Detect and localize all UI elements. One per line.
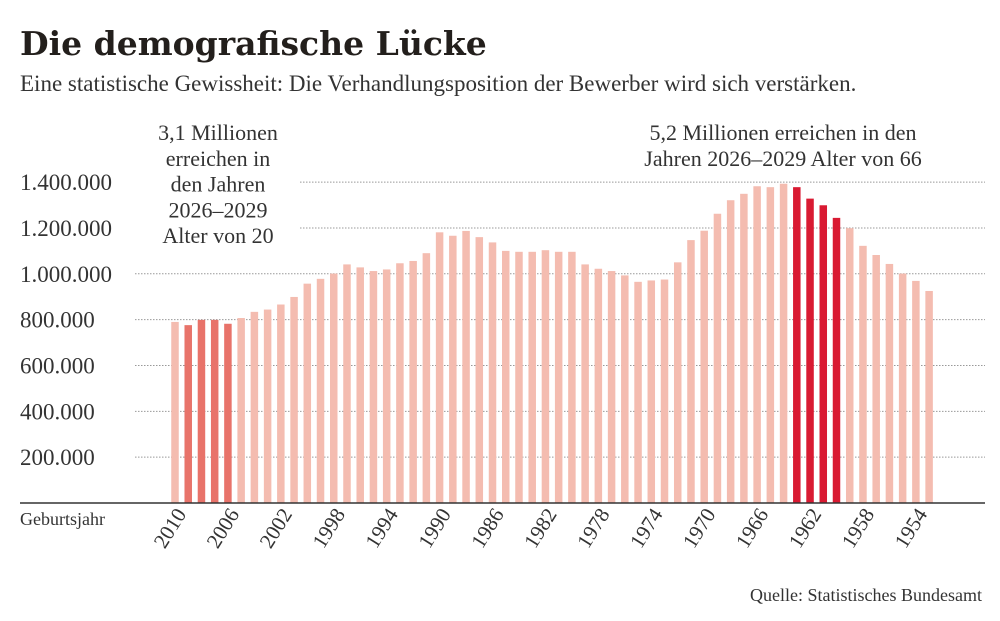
bar-2004 <box>250 311 259 503</box>
bar-2000 <box>303 283 312 503</box>
x-tick-label: 1998 <box>307 504 350 552</box>
bar-1988 <box>462 230 470 503</box>
bar-1998 <box>330 273 338 503</box>
chart-title: Die demografische Lücke <box>20 24 487 63</box>
bar-1979 <box>581 264 589 503</box>
x-tick-label: 1982 <box>519 504 562 552</box>
x-tick-label: 2010 <box>149 504 192 552</box>
bar-1968 <box>726 200 735 503</box>
x-tick-label: 2006 <box>202 504 245 552</box>
bar-1953 <box>925 290 933 503</box>
bar-1978 <box>594 268 603 503</box>
bar-2001 <box>290 296 298 503</box>
x-tick-label: 1966 <box>731 504 774 552</box>
x-axis-labels: 2010 2006 2002 1998 1994 1990 1986 1982 1978 1974… <box>149 504 933 553</box>
annotation-line: Alter von 20 <box>162 223 273 248</box>
bar-1980 <box>568 251 576 503</box>
bar-1977 <box>607 271 616 503</box>
x-tick-label: 1962 <box>784 504 827 552</box>
x-tick-label: 1990 <box>413 504 456 552</box>
gridlines <box>135 181 985 458</box>
bar-2008 <box>197 319 206 503</box>
bar-1976 <box>621 275 629 503</box>
x-tick-label: 1974 <box>625 504 668 553</box>
bar-2009 <box>184 325 192 503</box>
bar-1992 <box>409 260 417 503</box>
bar-1966 <box>753 186 761 503</box>
bars <box>171 183 933 504</box>
bar-1996 <box>356 267 364 503</box>
x-axis-label: Geburtsjahr <box>20 509 105 529</box>
bar-1995 <box>369 271 378 503</box>
bar-1985 <box>502 250 510 503</box>
bar-1982 <box>541 250 550 503</box>
bar-1993 <box>396 263 404 503</box>
source-note: Quelle: Statistisches Bundesamt <box>750 585 982 605</box>
bar-1975 <box>634 281 642 503</box>
x-tick-label: 1958 <box>837 504 880 552</box>
bar-1984 <box>515 251 523 503</box>
annotation-line: 2026–2029 <box>169 197 268 222</box>
x-tick-label: 1970 <box>678 504 721 552</box>
bar-1989 <box>449 235 457 503</box>
annotation-line: 5,2 Millionen erreichen in den <box>650 120 917 145</box>
annotation-line: erreichen in <box>166 146 270 171</box>
bar-1964 <box>779 183 788 503</box>
bar-1972 <box>673 262 682 503</box>
bar-1974 <box>647 280 656 503</box>
annotation-line: den Jahren <box>171 172 266 197</box>
x-tick-label: 1954 <box>890 504 933 553</box>
bar-2003 <box>263 309 272 503</box>
bar-1956 <box>885 263 894 503</box>
bar-1955 <box>898 273 907 503</box>
annotation-line: Jahren 2026–2029 Alter von 66 <box>644 146 921 171</box>
bar-1962 <box>806 198 814 503</box>
annotation-line: 3,1 Millionen <box>158 120 278 145</box>
bar-1969 <box>713 213 722 503</box>
bar-2007 <box>210 319 219 503</box>
bar-1965 <box>766 187 775 503</box>
bar-1963 <box>793 187 801 503</box>
y-tick-label: 1.400.000 <box>20 170 112 195</box>
bar-1970 <box>700 230 708 504</box>
bar-1994 <box>382 269 391 503</box>
bar-1987 <box>475 237 484 504</box>
y-tick-label: 200.000 <box>20 445 95 470</box>
bar-1986 <box>488 242 497 503</box>
y-tick-label: 600.000 <box>20 353 95 378</box>
bar-1967 <box>740 193 748 503</box>
y-axis-labels: 200.000 400.000 600.000 800.000 1.000.000 1.2… <box>20 170 112 470</box>
bar-1957 <box>872 255 880 503</box>
bar-2005 <box>237 318 245 503</box>
x-tick-label: 1986 <box>466 504 509 552</box>
y-tick-label: 1.000.000 <box>20 262 112 287</box>
bar-1959 <box>845 228 854 503</box>
x-tick-label: 1994 <box>360 504 403 553</box>
bar-1954 <box>912 280 920 503</box>
chart-subtitle: Eine statistische Gewissheit: Die Verhan… <box>20 71 856 96</box>
bar-1960 <box>832 217 841 504</box>
x-tick-label: 1978 <box>572 504 615 552</box>
bar-2010 <box>171 321 179 503</box>
x-tick-label: 2002 <box>254 504 297 552</box>
bar-1958 <box>859 245 867 504</box>
bar-1990 <box>435 232 444 503</box>
y-tick-label: 800.000 <box>20 308 95 333</box>
bar-1983 <box>528 251 536 503</box>
y-tick-label: 400.000 <box>20 399 95 424</box>
bar-2002 <box>277 304 285 503</box>
y-tick-label: 1.200.000 <box>20 216 112 241</box>
bar-1999 <box>316 278 325 503</box>
bar-1973 <box>660 279 669 503</box>
bar-1961 <box>819 205 828 503</box>
bar-1981 <box>554 251 563 503</box>
bar-1991 <box>422 253 431 503</box>
bar-1971 <box>687 240 695 503</box>
bar-2006 <box>224 323 232 503</box>
bar-1997 <box>343 264 351 503</box>
